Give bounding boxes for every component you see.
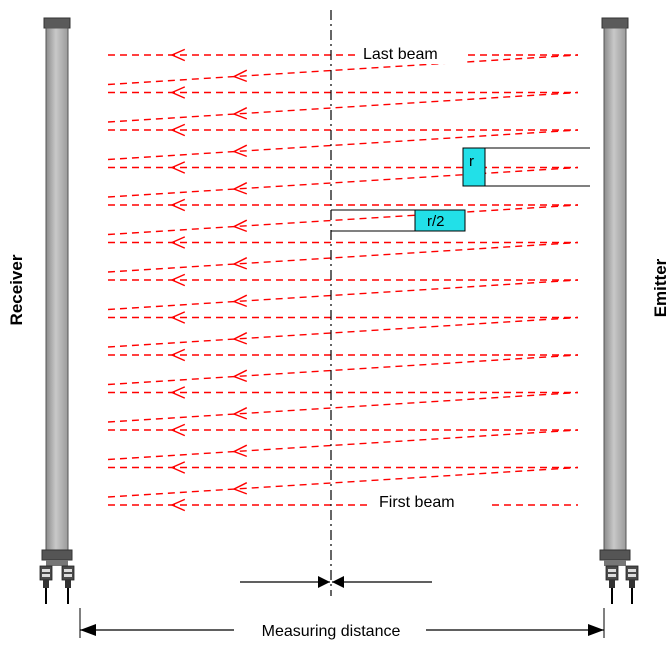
measuring-arrow-right	[588, 624, 604, 636]
r-annotation: r	[462, 147, 590, 187]
diagonal-beam	[107, 129, 579, 161]
beam-arrow-icon	[232, 182, 248, 195]
r-half-annotation: r/2	[331, 209, 466, 232]
diagonal-beam	[107, 54, 579, 86]
emitter-connectors	[605, 565, 639, 604]
beam-arrow-icon	[170, 161, 186, 174]
last-beam-label: Last beam	[363, 46, 438, 63]
beam-arrow-icon	[232, 69, 248, 83]
beam-arrow-icon	[170, 461, 186, 474]
beam-arrow-icon	[232, 482, 248, 495]
beam-arrow-icon	[232, 144, 248, 158]
beam-arrow-icon	[232, 444, 248, 458]
beam-arrow-icon	[232, 107, 248, 120]
diagonal-beam	[107, 391, 579, 423]
receiver-label: Receiver	[7, 254, 26, 325]
diagonal-beam	[107, 354, 579, 386]
beam-arrow-icon	[170, 423, 186, 437]
emitter-label: Emitter	[651, 258, 670, 317]
beam-arrow-icon	[170, 386, 186, 399]
beam-arrow-icon	[232, 219, 248, 233]
r-half-label: r/2	[427, 213, 445, 230]
beam-arrow-icon	[170, 86, 186, 99]
diagonal-beam	[107, 466, 579, 498]
beam-group	[107, 48, 579, 512]
r-label: r	[469, 153, 474, 170]
diagonal-beam	[107, 91, 579, 123]
diagonal-beam	[107, 316, 579, 348]
beam-arrow-icon	[232, 407, 248, 420]
diagonal-beam	[107, 429, 579, 461]
beam-arrow-icon	[170, 198, 186, 212]
beam-arrow-icon	[232, 369, 248, 383]
center-convergence-arrows	[240, 576, 432, 588]
beam-arrow-icon	[170, 273, 186, 287]
beam-arrow-icon	[232, 332, 248, 345]
measuring-arrow-left	[80, 624, 96, 636]
beam-arrow-icon	[170, 48, 186, 62]
beam-arrow-icon	[170, 236, 186, 249]
beam-arrow-icon	[170, 311, 186, 324]
beam-arrow-icon	[232, 294, 248, 308]
diagonal-beam	[107, 241, 579, 273]
receiver-housing	[41, 17, 73, 566]
first-beam-label: First beam	[379, 494, 455, 511]
diagonal-beam	[107, 204, 579, 236]
beam-arrow-icon	[170, 498, 186, 512]
r-half-box	[414, 209, 466, 232]
beam-arrow-icon	[232, 257, 248, 270]
emitter-housing	[599, 17, 631, 566]
r-box	[462, 147, 486, 187]
diagonal-beam	[107, 166, 579, 198]
beam-arrow-icon	[170, 348, 186, 362]
measuring-distance-dimension: Measuring distance	[79, 608, 605, 640]
diagonal-beam	[107, 279, 579, 311]
beam-arrow-icon	[170, 123, 186, 137]
measuring-distance-label: Measuring distance	[262, 623, 401, 640]
receiver-connectors	[39, 565, 75, 604]
